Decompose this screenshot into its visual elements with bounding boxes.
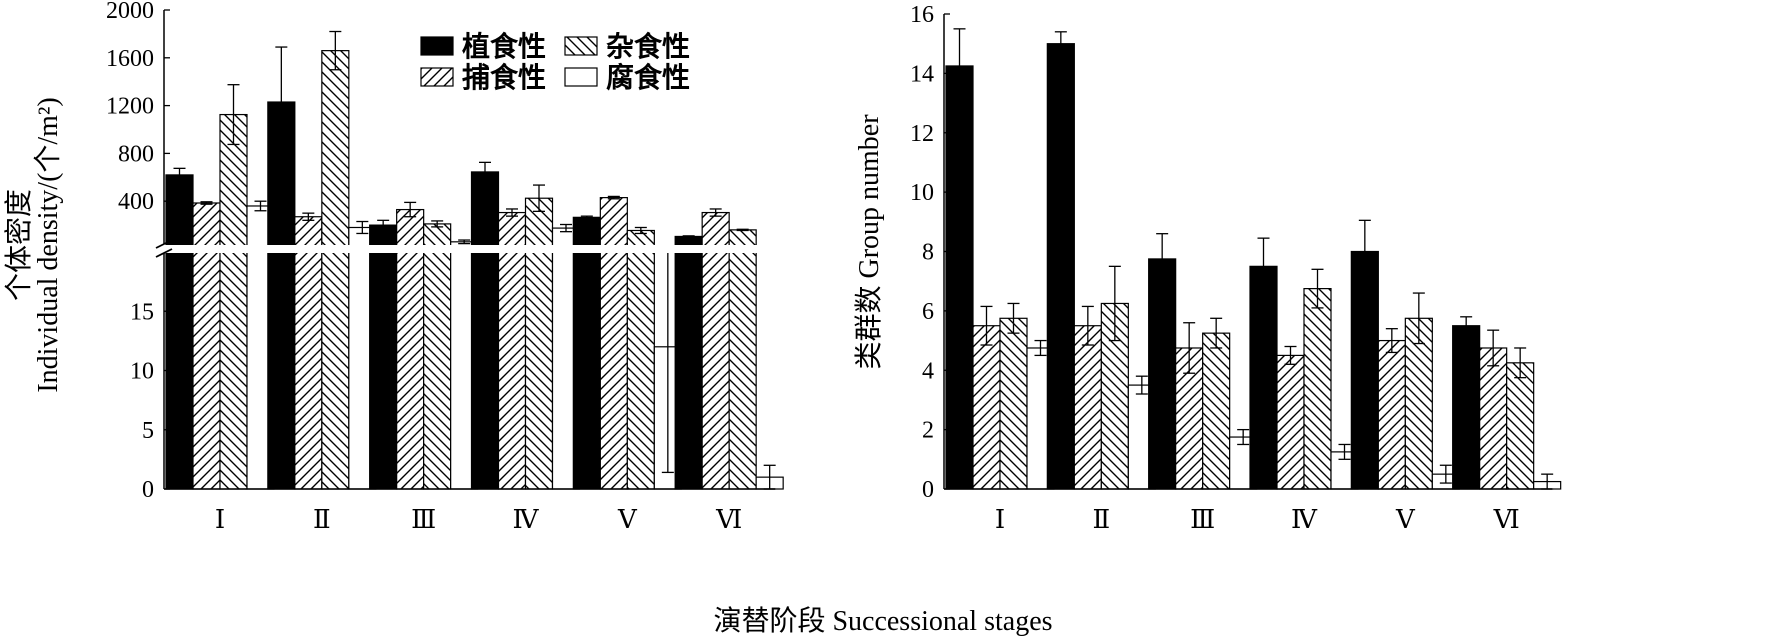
group-number-axes	[943, 13, 1552, 490]
axis-break-mark	[155, 248, 173, 258]
density-category-labels: Ⅰ Ⅱ Ⅲ Ⅳ Ⅴ Ⅵ	[215, 505, 742, 534]
y-tick-label: 1600	[106, 46, 154, 72]
y-tick-label: 0	[922, 477, 934, 503]
group-number-y-axis-title: 类群数 Group number	[853, 114, 885, 370]
bar	[165, 174, 194, 490]
y-tick-label: 4	[922, 358, 934, 384]
x-tick-label: Ⅲ	[411, 505, 436, 534]
group-number-chart: 0 2 4 6 8 10 12 14 16 Ⅰ Ⅱ Ⅲ Ⅳ Ⅴ Ⅵ 类群数 Group number	[853, 2, 1562, 534]
legend-swatch	[420, 67, 454, 87]
x-tick-label: Ⅳ	[513, 505, 540, 534]
y-tick-label: 10	[130, 359, 154, 385]
y-tick-label: 800	[118, 141, 154, 167]
legend-swatch	[564, 36, 598, 56]
bar	[524, 197, 554, 490]
bar	[470, 171, 500, 490]
y-tick-label: 5	[142, 418, 154, 444]
bar	[1202, 332, 1231, 490]
y-tick-label: 10	[910, 180, 934, 206]
x-tick-label: Ⅰ	[215, 505, 225, 534]
bar	[572, 216, 601, 490]
y-tick-label: 16	[910, 2, 934, 28]
legend-label: 杂食性	[606, 30, 690, 63]
bar	[1479, 347, 1508, 490]
legend-item-omnivore: 杂食性	[564, 30, 690, 63]
bar	[945, 65, 974, 490]
legend-label: 腐食性	[606, 61, 690, 94]
x-tick-label: Ⅵ	[1493, 505, 1520, 534]
x-tick-label: Ⅴ	[617, 505, 638, 534]
bar	[396, 208, 425, 490]
legend-item-predator: 捕食性	[420, 61, 546, 94]
density-axes	[155, 9, 775, 490]
legend-swatch	[420, 36, 454, 56]
y-tick-label: 14	[910, 61, 934, 87]
group-number-category-labels: Ⅰ Ⅱ Ⅲ Ⅳ Ⅴ Ⅵ	[995, 505, 1520, 534]
bar	[972, 325, 1001, 490]
y-tick-label: 12	[910, 121, 934, 147]
bar	[1073, 325, 1102, 490]
y-tick-label: 2000	[106, 0, 154, 24]
x-tick-label: Ⅱ	[313, 505, 331, 534]
y-tick-label: 0	[142, 477, 154, 503]
density-y-axis-title-en: Individual density/(个/m²)	[33, 97, 64, 392]
bar	[674, 235, 703, 490]
bar	[294, 216, 323, 490]
y-tick-label: 1200	[106, 94, 154, 120]
legend: 植食性 杂食性 捕食性 腐食性	[420, 30, 690, 94]
bar	[423, 223, 452, 490]
bar	[701, 211, 730, 490]
y-tick-label: 15	[130, 299, 154, 325]
density-chart: 0 5 10 15 400 800 1200 1600 2000 Ⅰ Ⅱ Ⅲ Ⅳ Ⅴ Ⅵ 个体密度 Ind…	[3, 0, 784, 534]
y-tick-label: 400	[118, 189, 154, 215]
bar	[369, 224, 398, 490]
axis-break-band	[161, 245, 778, 253]
bar	[1377, 339, 1406, 490]
x-tick-label: Ⅲ	[1190, 505, 1215, 534]
bar	[1303, 288, 1332, 490]
x-tick-label: Ⅰ	[995, 505, 1005, 534]
bar	[999, 317, 1028, 490]
bar	[626, 229, 655, 490]
density-y-axis-title-cn: 个体密度	[3, 189, 35, 301]
legend-item-saprophage: 腐食性	[564, 61, 690, 94]
x-tick-label: Ⅱ	[1092, 505, 1110, 534]
legend-label: 捕食性	[462, 61, 546, 94]
bar	[599, 197, 628, 490]
bar	[1350, 250, 1379, 490]
density-bars	[161, 30, 784, 490]
bar	[1276, 354, 1305, 490]
bar	[1249, 265, 1278, 490]
group-number-tick-labels: 0 2 4 6 8 10 12 14 16	[910, 2, 934, 503]
bar	[497, 211, 527, 490]
bar	[267, 101, 296, 490]
y-tick-label: 2	[922, 418, 934, 444]
bar	[1148, 258, 1177, 490]
bar	[1452, 325, 1481, 490]
bar	[219, 113, 248, 490]
x-tick-label: Ⅳ	[1291, 505, 1318, 534]
legend-label: 植食性	[462, 30, 546, 63]
x-tick-label: Ⅵ	[715, 505, 742, 534]
x-axis-title: 演替阶段 Successional stages	[713, 605, 1052, 637]
legend-item-herbivore: 植食性	[420, 30, 546, 63]
group-number-bars	[945, 28, 1562, 490]
y-tick-label: 8	[922, 240, 934, 266]
bar	[321, 50, 350, 490]
legend-swatch	[564, 67, 598, 87]
x-tick-label: Ⅴ	[1395, 505, 1416, 534]
y-tick-label: 6	[922, 299, 934, 325]
bar	[1046, 43, 1075, 490]
density-tick-labels: 0 5 10 15 400 800 1200 1600 2000	[106, 0, 154, 503]
bar	[728, 229, 757, 490]
bar	[1506, 362, 1535, 490]
axis-break-mark	[155, 239, 173, 249]
bar	[1404, 317, 1433, 490]
